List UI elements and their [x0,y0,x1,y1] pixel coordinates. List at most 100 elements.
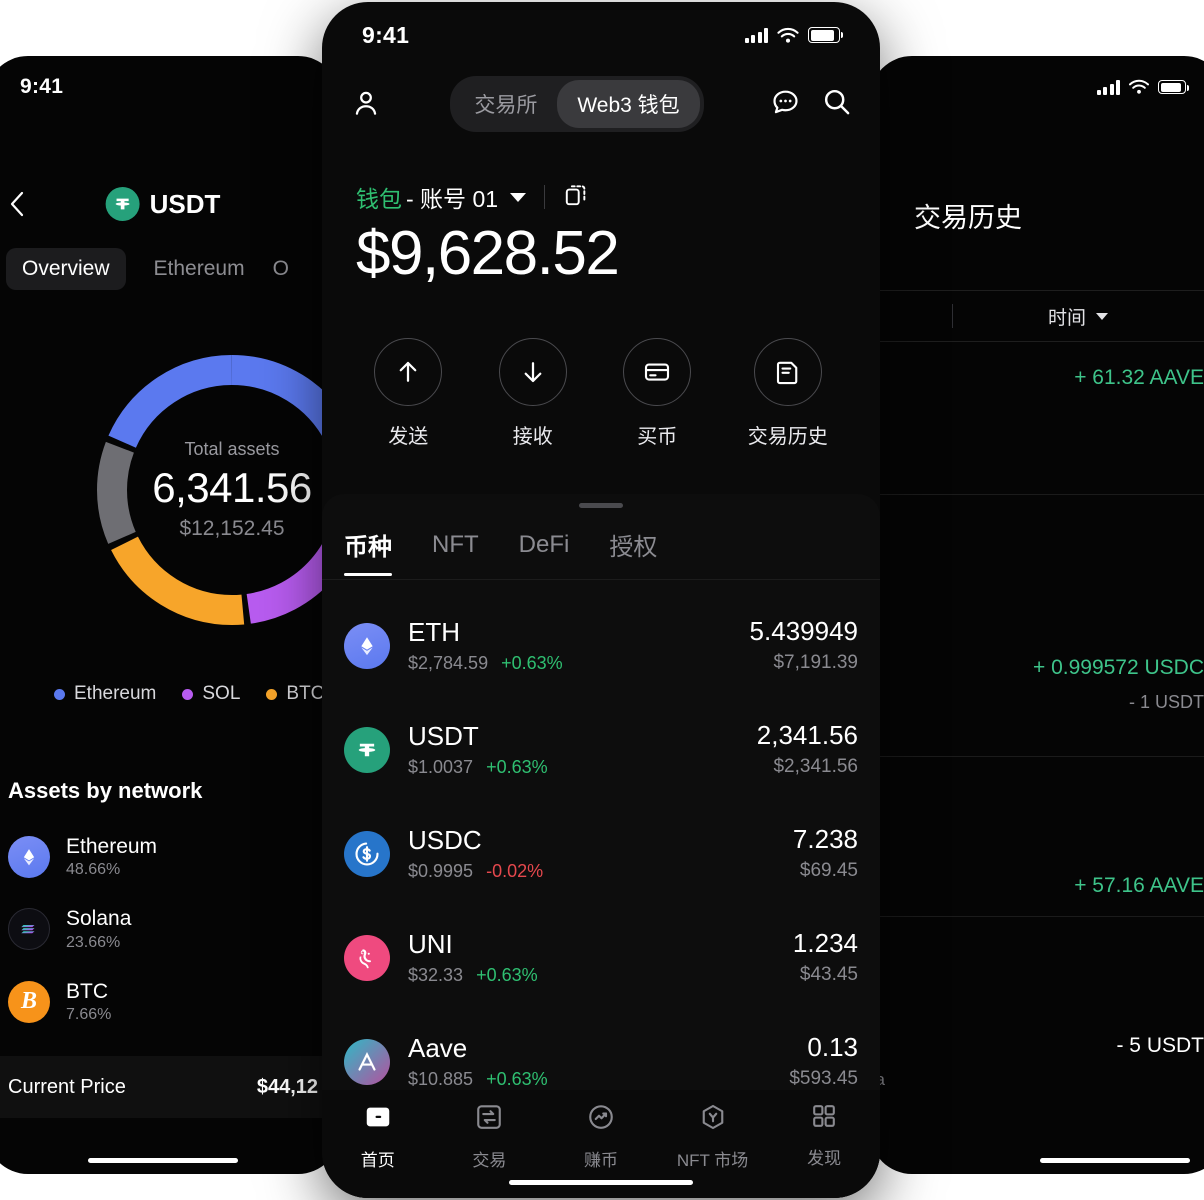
left-header: USDT [0,180,340,228]
copy-icon[interactable] [563,182,589,213]
list-item[interactable]: Ethereum 48.66% [8,834,340,880]
tx-amount: + 0.999572 USDC [1032,656,1204,679]
token-amount: 2,341.56 [756,720,858,751]
donut-center-value: 6,341.56 [152,464,312,511]
legend-label: BTC [286,683,325,704]
token-amount: 0.13 [807,1032,858,1063]
action-label: 接收 [512,426,553,448]
bitcoin-coin-icon: B [8,980,50,1023]
token-change: +0.63% [501,652,563,673]
list-item[interactable]: ETH $2,784.59 +0.63% 5.439949 $7,191.39 [344,594,858,698]
network-name: BTC [66,979,108,1003]
status-time: 9:41 [362,21,410,48]
chat-bubble-icon[interactable] [770,86,801,122]
tab-approvals[interactable]: 授权 [609,534,658,561]
tab-defi[interactable]: DeFi [518,530,570,558]
list-item[interactable]: USDT $1.0037 +0.63% 2,341.56 $2,341.56 [344,698,858,802]
table-row[interactable]: + 57.16 AAVE [870,756,1204,917]
tx-amount: + 61.32 AAVE [1074,366,1204,389]
chevron-down-icon [1096,312,1109,320]
tx-subamount: - 1 USDT [1128,692,1204,712]
action-buy[interactable]: 买币 [623,338,692,449]
token-price: $0.9995 [408,860,474,881]
tab-tokens[interactable]: 币种 [344,527,392,576]
page-title: 交易历史 [914,203,1022,233]
tab-other[interactable]: O [272,257,289,280]
mode-segmented-control: 交易所 Web3 钱包 [450,76,704,132]
usdt-coin-icon [105,187,140,221]
token-symbol: Aave [408,1033,468,1064]
chevron-down-icon[interactable] [510,192,527,202]
earn-trend-icon [586,1102,616,1137]
usdc-coin-icon [344,831,390,877]
asset-tab-bar: 币种 NFT DeFi 授权 [322,524,880,580]
sheet-grabber[interactable] [579,503,623,508]
arrow-up-icon [374,338,443,406]
tab-trade[interactable]: 交易 [434,1102,546,1171]
tab-ethereum[interactable]: Ethereum [153,257,245,280]
action-label: 交易历史 [747,426,828,448]
token-amount: 1.234 [792,928,858,959]
table-row[interactable]: + 0.999572 USDC - 1 USDT [870,494,1204,757]
donut-svg [97,355,340,625]
token-change: +0.63% [476,964,538,985]
list-item[interactable]: USDC $0.9995 -0.02% 7.238 $69.45 [344,802,858,906]
token-meta: $0.9995 -0.02% [408,860,793,883]
tab-home[interactable]: 首页 [322,1102,434,1171]
home-icon [363,1102,393,1137]
network-percent: 7.66% [66,1005,112,1023]
main-status-bar: 9:41 [322,2,880,68]
current-price-value: $44,12 [256,1075,318,1098]
legend-label: Ethereum [74,683,157,704]
assets-by-network-title: Assets by network [8,778,203,803]
action-history[interactable]: 交易历史 [748,338,828,449]
tab-label: 首页 [360,1151,395,1170]
filter-time-label: 时间 [1048,307,1087,329]
token-amount: 5.439949 [749,616,858,647]
nft-hexagon-icon [698,1102,728,1137]
wallet-selector[interactable]: 钱包 - 账号 01 [322,180,880,214]
left-tab-bar: Overview Ethereum O [6,248,340,290]
token-list: ETH $2,784.59 +0.63% 5.439949 $7,191.39 [322,594,880,1090]
tab-nft[interactable]: NFT [432,530,479,558]
segment-web3-wallet[interactable]: Web3 钱包 [557,80,700,128]
list-item[interactable]: Solana 23.66% [8,906,340,952]
legend-label: SOL [202,683,241,704]
action-receive[interactable]: 接收 [498,338,567,449]
network-percent: 48.66% [66,861,121,879]
action-send[interactable]: 发送 [374,338,443,449]
tab-discover[interactable]: 发现 [768,1102,880,1169]
arrow-down-icon [498,338,567,406]
chart-legend: Ethereum SOL BTC [0,683,340,705]
list-item[interactable]: UNI $32.33 +0.63% 1.234 $43.45 [344,906,858,1010]
divider [544,185,546,209]
legend-dot-icon [182,688,194,700]
legend-item-ethereum: Ethereum [54,683,156,705]
filter-time[interactable]: 时间 [1048,303,1109,330]
donut-center-labels: Total assets 6,341.56 $12,152.45 [82,340,340,640]
current-price-bar: Current Price $44,12 [0,1056,340,1118]
tab-overview[interactable]: Overview [6,248,126,290]
right-status-bar [870,56,1204,118]
list-item[interactable]: B BTC 7.66% [8,979,340,1025]
chevron-left-icon[interactable] [4,191,30,217]
page-title: USDT [105,187,220,221]
status-icons [1096,79,1189,95]
wallet-balance: $9,628.52 [356,219,620,288]
list-item[interactable]: Aave $10.885 +0.63% 0.13 $593.45 [344,1010,858,1090]
table-row[interactable]: - 5 USDT 0a [870,916,1204,1098]
token-change: -0.02% [486,860,544,881]
search-icon[interactable] [821,86,852,122]
tab-earn[interactable]: 赚币 [545,1102,657,1171]
tx-amount: + 57.16 AAVE [1074,874,1204,897]
status-icons [744,27,843,44]
bottom-tab-bar: 首页 交易 [322,1090,880,1198]
usdt-coin-icon [344,727,390,773]
battery-icon [808,27,843,43]
ethereum-coin-icon [8,836,50,879]
table-row[interactable]: + 61.32 AAVE [870,342,1204,495]
solana-coin-icon [8,908,50,951]
segment-exchange[interactable]: 交易所 [474,94,538,117]
tab-nft-market[interactable]: NFT 市场 [657,1102,769,1171]
person-icon[interactable] [350,87,384,121]
